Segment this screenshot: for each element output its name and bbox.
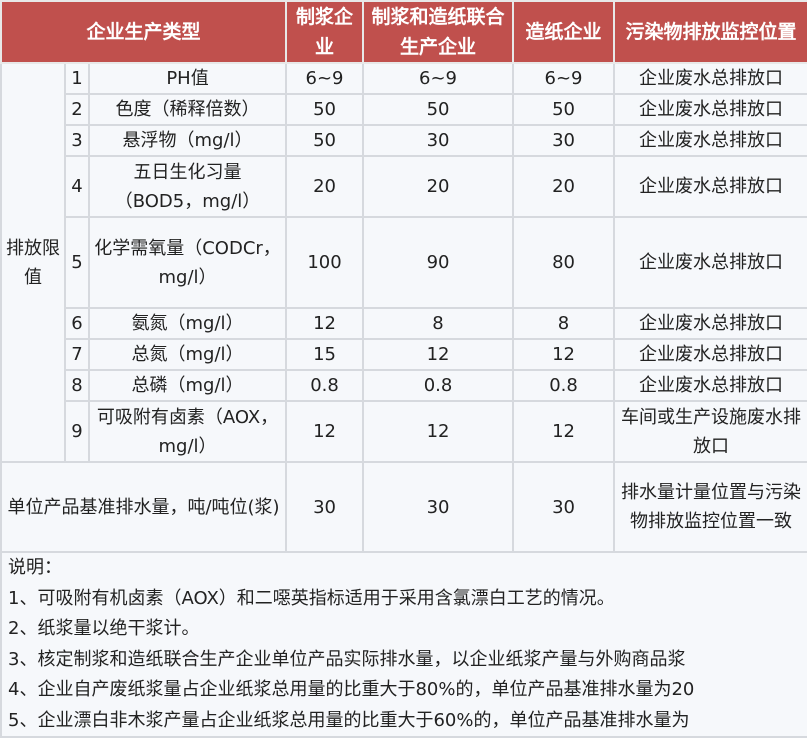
header-row: 企业生产类型 制浆企业 制浆和造纸联合生产企业 造纸企业 污染物排放监控位置 <box>0 0 807 64</box>
cell-item: 总氮（mg/l） <box>87 338 288 371</box>
unit-item: 单位产品基准排水量，吨/吨位(浆) <box>0 461 288 553</box>
header-type: 企业生产类型 <box>0 0 288 64</box>
table-row: 8 总磷（mg/l） 0.8 0.8 0.8 企业废水总排放口 <box>1 369 807 402</box>
cell-pulp: 50 <box>285 124 365 157</box>
cell-item: 氨氮（mg/l） <box>87 307 288 340</box>
cell-no: 2 <box>64 93 90 126</box>
cell-no: 3 <box>64 124 90 157</box>
cell-paper: 8 <box>512 307 616 340</box>
cell-no: 8 <box>64 369 90 402</box>
table-row: 5 化学需氧量（CODCr，mg/l） 100 90 80 企业废水总排放口 <box>1 216 807 309</box>
cell-monitor: 企业废水总排放口 <box>613 369 807 402</box>
note-line: 1、可吸附有机卤素（AOX）和二噁英指标适用于采用含氯漂白工艺的情况。 <box>2 583 807 614</box>
cell-monitor: 企业废水总排放口 <box>613 62 807 95</box>
cell-pulp: 12 <box>285 400 365 463</box>
cell-item: 化学需氧量（CODCr，mg/l） <box>87 216 288 309</box>
cell-item: 悬浮物（mg/l） <box>87 124 288 157</box>
cell-item: PH值 <box>87 62 288 95</box>
note-line: 3、核定制浆和造纸联合生产企业单位产品实际排水量，以企业纸浆产量与外购商品浆 <box>2 644 807 675</box>
cell-paper: 12 <box>512 400 616 463</box>
cell-pulp: 20 <box>285 155 365 218</box>
cell-paper: 12 <box>512 338 616 371</box>
header-monitor: 污染物排放监控位置 <box>613 0 807 64</box>
cell-no: 5 <box>64 216 90 309</box>
cell-monitor: 企业废水总排放口 <box>613 93 807 126</box>
cell-item: 可吸附有卤素（AOX，mg/l） <box>87 400 288 463</box>
cell-monitor: 企业废水总排放口 <box>613 338 807 371</box>
cell-integrated: 20 <box>362 155 515 218</box>
table-row: 9 可吸附有卤素（AOX，mg/l） 12 12 12 车间或生产设施废水排放口 <box>1 400 807 463</box>
cell-integrated: 12 <box>362 400 515 463</box>
cell-pulp: 12 <box>285 307 365 340</box>
note-line: 说明： <box>2 553 807 584</box>
cell-paper: 20 <box>512 155 616 218</box>
unit-pulp: 30 <box>285 461 365 553</box>
cell-item: 色度（稀释倍数） <box>87 93 288 126</box>
table-row: 排放限值 1 PH值 6~9 6~9 6~9 企业废水总排放口 <box>0 62 807 463</box>
cell-integrated: 50 <box>362 93 515 126</box>
table-row: 2 色度（稀释倍数） 50 50 50 企业废水总排放口 <box>1 93 807 126</box>
cell-monitor: 企业废水总排放口 <box>613 155 807 218</box>
notes: 说明： 1、可吸附有机卤素（AOX）和二噁英指标适用于采用含氯漂白工艺的情况。 2、… <box>0 553 807 738</box>
cell-integrated: 0.8 <box>362 369 515 402</box>
cell-monitor: 企业废水总排放口 <box>613 216 807 309</box>
table-row: 7 总氮（mg/l） 15 12 12 企业废水总排放口 <box>1 338 807 371</box>
unit-row: 单位产品基准排水量，吨/吨位(浆) 30 30 30 排水量计量位置与污染物排放… <box>0 461 807 553</box>
cell-no: 4 <box>64 155 90 218</box>
group-label: 排放限值 <box>0 62 66 463</box>
header-paper: 造纸企业 <box>512 0 616 64</box>
emission-table: 企业生产类型 制浆企业 制浆和造纸联合生产企业 造纸企业 污染物排放监控位置 排… <box>0 0 807 553</box>
table-row: 4 五日生化习量（BOD5，mg/l） 20 20 20 企业废水总排放口 <box>1 155 807 218</box>
cell-no: 7 <box>64 338 90 371</box>
cell-paper: 80 <box>512 216 616 309</box>
cell-paper: 50 <box>512 93 616 126</box>
cell-paper: 6~9 <box>512 62 616 95</box>
cell-paper: 30 <box>512 124 616 157</box>
cell-no: 9 <box>64 400 90 463</box>
unit-paper: 30 <box>512 461 616 553</box>
cell-integrated: 12 <box>362 338 515 371</box>
cell-integrated: 6~9 <box>362 62 515 95</box>
unit-integrated: 30 <box>362 461 515 553</box>
cell-monitor: 车间或生产设施废水排放口 <box>613 400 807 463</box>
unit-monitor: 排水量计量位置与污染物排放监控位置一致 <box>613 461 807 553</box>
cell-no: 1 <box>64 62 90 95</box>
table-row: 6 氨氮（mg/l） 12 8 8 企业废水总排放口 <box>1 307 807 340</box>
header-integrated: 制浆和造纸联合生产企业 <box>362 0 515 64</box>
cell-pulp: 50 <box>285 93 365 126</box>
note-line: 5、企业漂白非木浆产量占企业纸浆总用量的比重大于60%的，单位产品基准排水量为 <box>2 705 807 736</box>
header-pulp: 制浆企业 <box>285 0 365 64</box>
table-row: 3 悬浮物（mg/l） 50 30 30 企业废水总排放口 <box>1 124 807 157</box>
cell-pulp: 6~9 <box>285 62 365 95</box>
cell-pulp: 0.8 <box>285 369 365 402</box>
cell-pulp: 100 <box>285 216 365 309</box>
cell-pulp: 15 <box>285 338 365 371</box>
note-line: 4、企业自产废纸浆量占企业纸浆总用量的比重大于80%的，单位产品基准排水量为20 <box>2 675 807 706</box>
cell-monitor: 企业废水总排放口 <box>613 124 807 157</box>
cell-monitor: 企业废水总排放口 <box>613 307 807 340</box>
cell-item: 五日生化习量（BOD5，mg/l） <box>87 155 288 218</box>
cell-integrated: 90 <box>362 216 515 309</box>
cell-item: 总磷（mg/l） <box>87 369 288 402</box>
cell-integrated: 8 <box>362 307 515 340</box>
cell-integrated: 30 <box>362 124 515 157</box>
note-line: 2、纸浆量以绝干浆计。 <box>2 614 807 645</box>
cell-no: 6 <box>64 307 90 340</box>
cell-paper: 0.8 <box>512 369 616 402</box>
